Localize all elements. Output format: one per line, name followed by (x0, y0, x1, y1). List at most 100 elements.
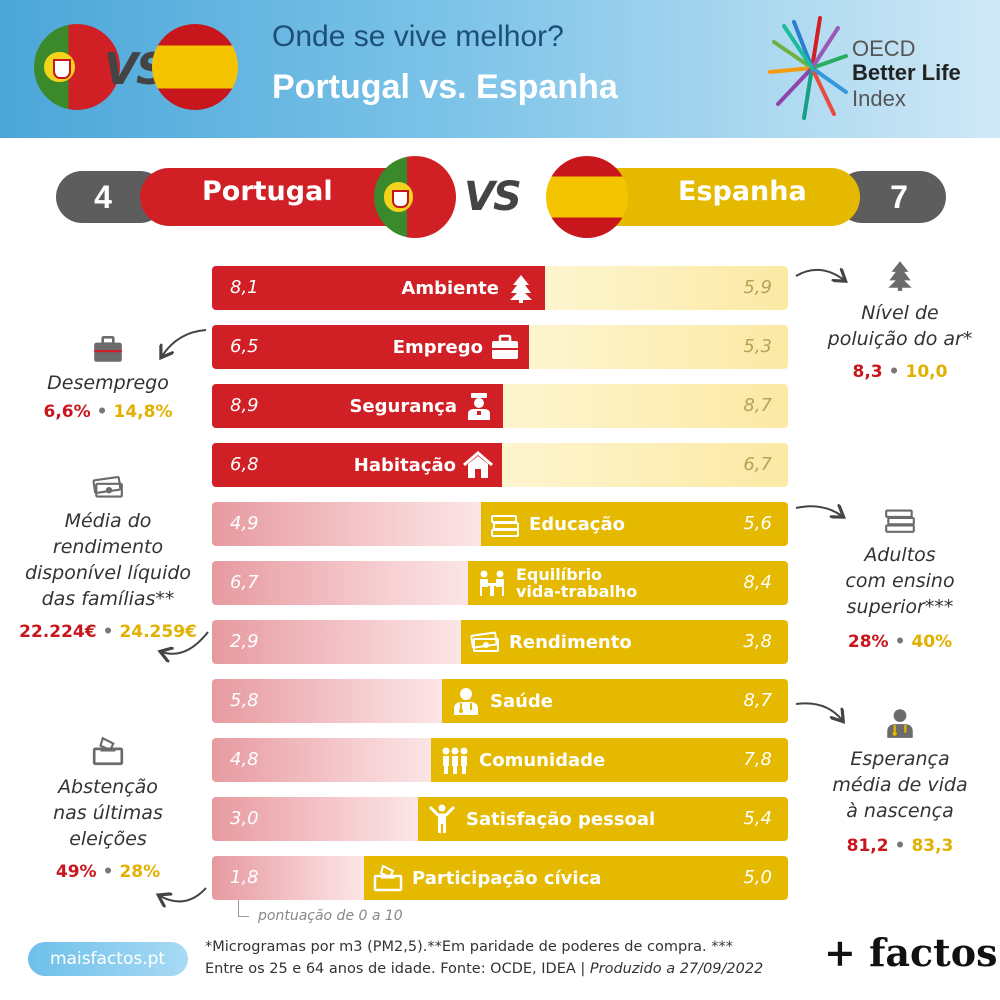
value-label-portugal: 4,8 (230, 749, 259, 770)
category-label: Comunidade (479, 749, 606, 771)
page-title-line1: Onde se vive melhor? (272, 20, 564, 53)
category-label: Segurança (349, 395, 457, 417)
ballot-box-icon (372, 862, 404, 894)
work-life-icon (476, 567, 508, 599)
footnote-line1: *Microgramas por m3 (PM2,5).**Em paridad… (205, 939, 734, 955)
bar-portugal (212, 738, 431, 782)
books-icon (880, 502, 920, 536)
footnote-line2: Entre os 25 e 64 anos de idade. Fonte: O… (205, 961, 590, 977)
annotation-values: 81,2 • 83,3 (846, 836, 954, 856)
chart-row: 6,5 5,3 Emprego (212, 325, 788, 369)
value-label-spain: 8,4 (743, 572, 772, 593)
scale-note: pontuação de 0 a 10 (238, 900, 403, 924)
bar-portugal (212, 797, 418, 841)
category-label: Educação (529, 513, 625, 535)
bar-spain (545, 266, 788, 310)
chart-row: 2,9 3,8 Rendimento (212, 620, 788, 664)
annotation-values: 49% • 28% (55, 862, 161, 882)
site-link[interactable]: maisfactos.pt (28, 942, 188, 976)
chart-row: 8,1 5,9 Ambiente (212, 266, 788, 310)
spain-label: Espanha (678, 176, 807, 207)
community-icon (439, 744, 471, 776)
brand-logo: + factos (824, 930, 998, 975)
bar-spain (461, 620, 788, 664)
category-label: Saúde (490, 690, 554, 712)
annotation-title: Abstenção nas últimas eleições (53, 776, 163, 850)
chart-row: 4,8 7,8 Comunidade (212, 738, 788, 782)
value-label-spain: 5,0 (743, 867, 772, 888)
category-label: Participação cívica (412, 867, 602, 889)
portugal-flag-icon (374, 156, 456, 238)
annotation-title: Nível de poluição do ar* (827, 302, 973, 350)
value-label-portugal: 6,7 (230, 572, 259, 593)
spain-flag-icon (546, 156, 628, 238)
bar-spain (481, 502, 788, 546)
spain-flag-icon (152, 24, 238, 110)
annotation-values: 22.224€ • 24.259€ (19, 622, 197, 642)
value-label-spain: 3,8 (743, 631, 772, 652)
portugal-flag-icon (34, 24, 120, 110)
bar-portugal (212, 620, 461, 664)
bar-portugal (212, 384, 503, 428)
category-label: Satisfação pessoal (466, 808, 656, 830)
police-officer-icon (463, 390, 495, 422)
annotation-values: 8,3 • 10,0 (852, 362, 948, 382)
chart-row: 3,0 5,4 Satisfação pessoal (212, 797, 788, 841)
value-label-spain: 5,4 (743, 808, 772, 829)
category-label: Habitação (353, 454, 456, 476)
value-label-portugal: 6,5 (230, 336, 259, 357)
bar-spain (431, 738, 788, 782)
better-life-text: Better Life (852, 60, 961, 85)
value-label-spain: 8,7 (743, 690, 772, 711)
books-icon (489, 508, 521, 540)
doctor-icon (880, 706, 920, 740)
annotation-title: Desemprego (47, 372, 169, 394)
value-label-portugal: 2,9 (230, 631, 259, 652)
briefcase-icon (88, 332, 128, 366)
annotation-title: Esperança média de vida à nascença (832, 748, 968, 822)
person-cheering-icon (426, 803, 458, 835)
category-label: Ambiente (401, 277, 499, 299)
value-label-spain: 5,6 (743, 513, 772, 534)
header-banner: VS Onde se vive melhor? Portugal vs. Esp… (0, 0, 1000, 138)
value-label-spain: 8,7 (743, 395, 772, 416)
value-label-portugal: 8,9 (230, 395, 259, 416)
bar-spain (468, 561, 788, 605)
annotation-values: 6,6% • 14,8% (43, 402, 173, 422)
bar-spain (442, 679, 788, 723)
bar-spain (529, 325, 788, 369)
value-label-portugal: 3,0 (230, 808, 259, 829)
chart-row: 1,8 5,0 Participação cívica (212, 856, 788, 900)
chart-row: 4,9 5,6 Educação (212, 502, 788, 546)
value-label-portugal: 6,8 (230, 454, 259, 475)
bar-portugal (212, 266, 545, 310)
chart-row: 5,8 8,7 Saúde (212, 679, 788, 723)
bar-portugal (212, 502, 481, 546)
value-label-spain: 7,8 (743, 749, 772, 770)
annotation-title: Média do rendimento disponível líquido das … (24, 510, 192, 610)
bar-portugal (212, 856, 364, 900)
category-label: Emprego (392, 336, 483, 358)
chart-row: 6,7 8,4 Equilíbrio vida-trabalho (212, 561, 788, 605)
bar-portugal (212, 325, 529, 369)
ballot-box-icon (88, 734, 128, 768)
value-label-portugal: 4,9 (230, 513, 259, 534)
oecd-text: OECD (852, 36, 916, 61)
value-label-portugal: 8,1 (230, 277, 259, 298)
bar-portugal (212, 561, 468, 605)
value-label-spain: 5,9 (743, 277, 772, 298)
bar-spain (364, 856, 788, 900)
page-title-line2: Portugal vs. Espanha (272, 68, 618, 106)
bar-spain (418, 797, 788, 841)
bar-spain (503, 384, 788, 428)
annotation-values: 28% • 40% (847, 632, 953, 652)
bar-portugal (212, 443, 502, 487)
annotation-title: Adultos com ensino superior*** (845, 544, 955, 618)
value-label-spain: 6,7 (743, 454, 772, 475)
chart-row: 8,9 8,7 Segurança (212, 384, 788, 428)
tree-icon (880, 258, 920, 292)
bar-spain (502, 443, 788, 487)
scoreboard-vs: VS (464, 174, 522, 220)
portugal-label: Portugal (202, 176, 333, 207)
oecd-logo-icon (768, 16, 848, 120)
